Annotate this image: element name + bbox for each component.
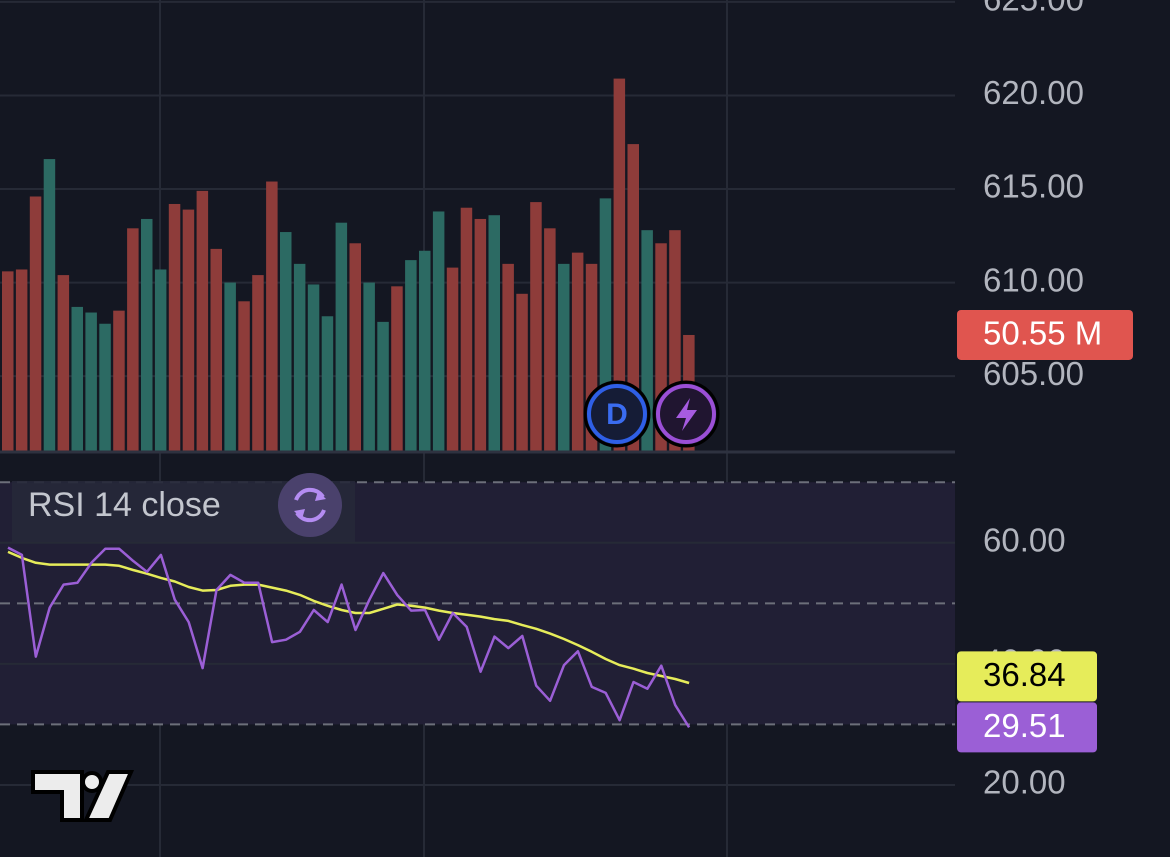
last-value-label: 36.84 xyxy=(983,656,1066,693)
volume-bar xyxy=(377,321,389,451)
volume-bar xyxy=(613,78,626,452)
volume-bar xyxy=(43,159,56,451)
volume-bar xyxy=(530,202,542,451)
volume-bar xyxy=(182,209,195,451)
volume-bar xyxy=(349,243,361,451)
volume-bar xyxy=(571,252,584,451)
badge-label: D xyxy=(606,398,628,431)
volume-bar xyxy=(544,228,556,451)
logo xyxy=(31,770,135,822)
volume-bar xyxy=(307,284,320,451)
rsi-line xyxy=(7,546,691,729)
volume-bar xyxy=(127,228,139,451)
volume-bar xyxy=(113,310,125,451)
y-tick-label: 615.00 xyxy=(983,168,1084,205)
volume-bar xyxy=(266,181,278,451)
volume-bar xyxy=(335,222,348,451)
volume-bar xyxy=(432,211,445,451)
volume-bar xyxy=(446,267,459,451)
volume-bar xyxy=(627,144,639,451)
event-badge[interactable] xyxy=(652,380,720,448)
volume-bar xyxy=(168,203,181,451)
volume-bar xyxy=(196,190,209,451)
volume-bar xyxy=(238,301,250,451)
volume-bar xyxy=(210,248,222,451)
volume-bar xyxy=(405,260,417,451)
dividend-badge[interactable]: D xyxy=(583,380,651,448)
volume-bar xyxy=(224,282,236,451)
volume-bar xyxy=(502,263,514,451)
volume-bar xyxy=(293,263,306,451)
volume-bar xyxy=(599,198,612,451)
volume-bar xyxy=(154,269,167,451)
volume-bar xyxy=(363,282,375,451)
y-tick-label: 610.00 xyxy=(983,261,1084,298)
last-value-box xyxy=(957,651,1097,702)
volume-bar xyxy=(57,275,70,451)
volume-bar xyxy=(99,323,111,451)
volume-bar xyxy=(321,316,334,451)
last-value-box xyxy=(957,702,1097,753)
volume-bar xyxy=(558,263,570,451)
volume-bar xyxy=(252,275,264,451)
volume-bar xyxy=(669,230,681,451)
volume-bar xyxy=(391,286,403,451)
volume-bar xyxy=(474,218,487,451)
volume-bar xyxy=(85,312,97,451)
volume-bar xyxy=(280,232,292,451)
volume-bar xyxy=(15,269,28,451)
volume-bar xyxy=(29,196,42,451)
volume-bar xyxy=(488,215,500,451)
volume-bar xyxy=(71,306,83,451)
last-value-label: 29.51 xyxy=(983,707,1066,744)
indicator-title: RSI 14 close xyxy=(28,486,221,524)
y-tick-label: 605.00 xyxy=(983,355,1084,392)
refresh-button[interactable] xyxy=(278,473,342,537)
volume-bar xyxy=(585,263,598,451)
y-tick-label: 625.00 xyxy=(983,0,1084,18)
volume-bar xyxy=(141,218,153,451)
y-tick-label: 60.00 xyxy=(983,522,1066,559)
y-tick-label: 20.00 xyxy=(983,764,1066,801)
last-value-label: 50.55 M xyxy=(983,315,1102,352)
volume-bar xyxy=(460,207,473,451)
y-tick-label: 620.00 xyxy=(983,74,1084,111)
volume-bar xyxy=(2,271,14,451)
volume-bar xyxy=(516,293,528,451)
last-value-box xyxy=(957,309,1133,360)
volume-bar xyxy=(641,230,653,451)
volume-bar xyxy=(655,243,667,451)
volume-bar xyxy=(419,250,431,451)
